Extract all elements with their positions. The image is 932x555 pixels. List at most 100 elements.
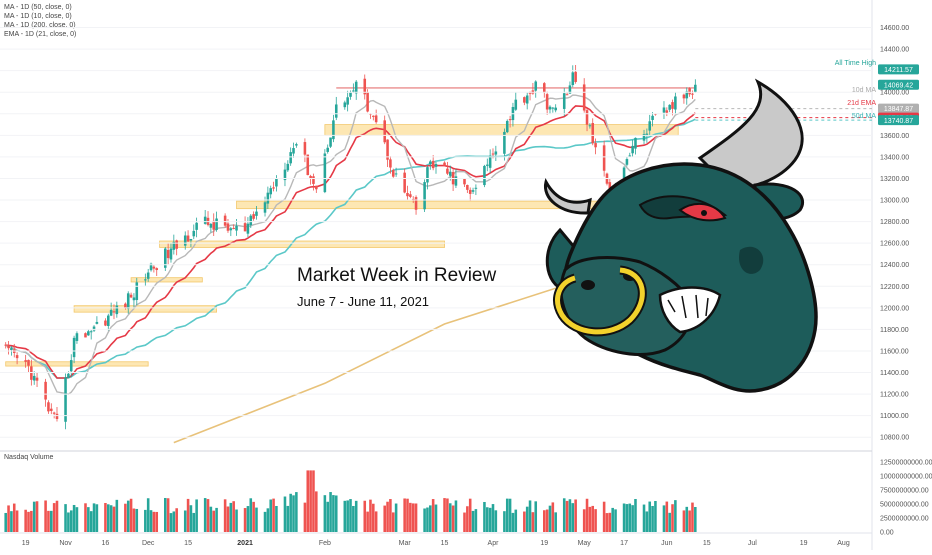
candle <box>329 137 332 149</box>
time-tick-label: 15 <box>703 540 711 547</box>
price-tick-label: 10800.00 <box>880 435 909 442</box>
volume-bar <box>349 499 352 532</box>
volume-bar <box>206 499 210 532</box>
candle <box>95 316 99 325</box>
candle <box>24 354 27 368</box>
candle-body <box>366 91 369 112</box>
candle <box>628 152 632 157</box>
volume-bar <box>571 503 575 532</box>
candle-body <box>329 137 332 147</box>
candle <box>383 115 386 145</box>
volume-bar <box>72 504 76 532</box>
volume-bar <box>32 501 36 532</box>
candle <box>69 354 73 378</box>
volume-bar <box>30 510 33 532</box>
candle <box>386 139 389 168</box>
volume-bar <box>614 509 617 532</box>
candle <box>391 168 395 178</box>
price-tag: 13847.87 <box>878 103 919 114</box>
candle <box>534 80 538 98</box>
candle-body <box>55 413 59 419</box>
candle <box>682 93 686 104</box>
candle-body <box>483 165 486 186</box>
candle-body <box>562 93 566 109</box>
time-tick-label: Dec <box>142 540 155 547</box>
candle-body <box>491 153 495 155</box>
volume-bar <box>152 511 156 532</box>
volume-bar <box>226 506 230 532</box>
time-tick-label: Apr <box>488 540 500 547</box>
candle-body <box>149 263 153 271</box>
candle-body <box>474 187 478 189</box>
candle <box>523 96 526 106</box>
banner-subtitle: June 7 - June 11, 2021 <box>297 294 429 309</box>
candle-body <box>129 294 133 298</box>
volume-bar <box>132 508 136 532</box>
time-tick-label: Nov <box>59 540 72 547</box>
candle <box>124 302 127 310</box>
candle-body <box>674 96 677 110</box>
volume-bar <box>189 505 193 532</box>
volume-bar <box>608 512 612 532</box>
candle <box>107 313 110 331</box>
price-tick-label: 14600.00 <box>880 25 909 32</box>
candle <box>252 211 255 221</box>
candle-body <box>523 97 526 103</box>
candle-body <box>548 106 552 110</box>
volume-bar <box>394 503 398 532</box>
candle-body <box>551 107 555 109</box>
candle-body <box>72 337 76 358</box>
price-tag-value: 13740.87 <box>884 118 913 125</box>
volume-bar <box>582 509 586 532</box>
candle-body <box>243 223 247 232</box>
price-tag-bg <box>878 79 919 90</box>
volume-bar <box>491 504 495 532</box>
candle-body <box>132 297 136 301</box>
candle <box>352 83 355 93</box>
candle-body <box>682 94 686 99</box>
volume-bar <box>104 502 107 532</box>
volume-bar <box>186 498 190 532</box>
time-tick-label: 15 <box>441 540 449 547</box>
candle-body <box>272 187 275 189</box>
candle <box>55 406 59 422</box>
legend-ema21: EMA - 1D (21, close, 0) <box>4 31 76 38</box>
volume-bar <box>329 492 332 532</box>
ma10-axis-label: 10d MA <box>852 87 876 94</box>
volume-bar <box>155 511 159 532</box>
candle <box>574 64 577 84</box>
candle <box>429 159 432 170</box>
volume-bar <box>309 470 312 532</box>
volume-bar <box>545 509 549 532</box>
candle-body <box>372 115 375 117</box>
candle <box>326 144 329 154</box>
volume-bar <box>315 491 318 532</box>
candle-body <box>591 123 595 144</box>
volume-bar <box>662 505 666 532</box>
candle <box>75 331 79 344</box>
candle <box>275 175 278 192</box>
candle-body <box>255 211 258 216</box>
bull-pupil <box>701 210 707 216</box>
candle-body <box>488 155 492 168</box>
candle-body <box>582 84 586 111</box>
candle <box>431 155 435 171</box>
volume-bar <box>588 506 592 532</box>
candle <box>354 80 358 100</box>
volume-bar <box>543 510 546 532</box>
volume-bar <box>671 504 674 532</box>
candle-body <box>662 107 666 113</box>
volume-bar <box>374 511 378 532</box>
volume-bar <box>525 506 529 532</box>
candle <box>651 112 654 127</box>
volume-bar <box>89 511 93 532</box>
volume-bar <box>406 498 409 532</box>
candle-body <box>7 345 10 349</box>
volume-bar <box>528 500 532 532</box>
nose-ring <box>555 267 645 335</box>
candle-body <box>32 375 36 381</box>
candle-body <box>668 104 671 110</box>
candle-body <box>4 344 7 346</box>
volume-tick-label: 5000000000.00 <box>880 502 929 509</box>
